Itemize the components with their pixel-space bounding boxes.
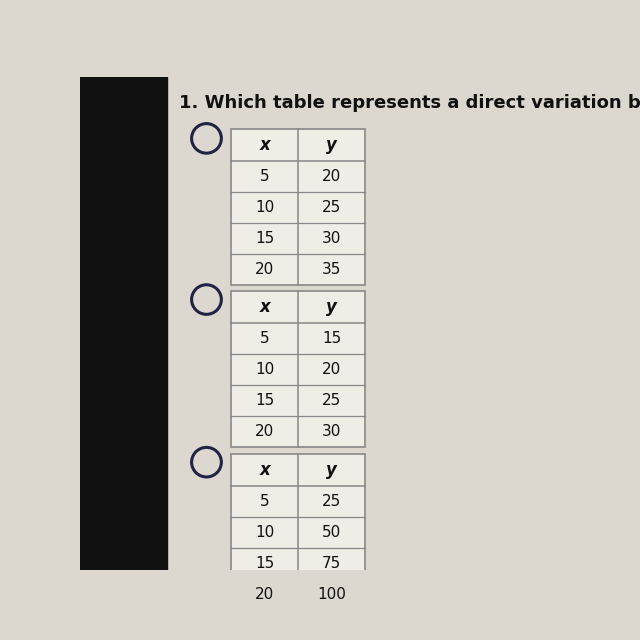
Text: x: x (259, 136, 270, 154)
Text: 1. Which table represents a direct variation b: 1. Which table represents a direct varia… (179, 94, 640, 112)
Text: 20: 20 (255, 587, 275, 602)
Text: 25: 25 (322, 200, 341, 214)
Bar (80, 77, 167, 570)
Bar (231, 454, 365, 610)
Text: y: y (326, 461, 337, 479)
Text: y: y (326, 136, 337, 154)
Text: 10: 10 (255, 200, 275, 214)
Text: 35: 35 (322, 262, 341, 276)
Text: 100: 100 (317, 587, 346, 602)
Text: 20: 20 (322, 362, 341, 377)
Text: 10: 10 (255, 362, 275, 377)
Bar (231, 291, 365, 447)
Text: y: y (326, 298, 337, 316)
Text: 50: 50 (322, 525, 341, 540)
Text: 15: 15 (322, 332, 341, 346)
Text: 15: 15 (255, 230, 275, 246)
Text: 30: 30 (322, 230, 341, 246)
Text: 15: 15 (255, 556, 275, 571)
Ellipse shape (191, 124, 221, 153)
Text: 30: 30 (322, 424, 341, 440)
Text: 10: 10 (255, 525, 275, 540)
Text: 20: 20 (322, 168, 341, 184)
Bar (231, 129, 365, 285)
Text: x: x (259, 298, 270, 316)
Text: 25: 25 (322, 394, 341, 408)
Text: 5: 5 (260, 332, 269, 346)
Text: 75: 75 (322, 556, 341, 571)
Ellipse shape (191, 447, 221, 477)
Text: 15: 15 (255, 394, 275, 408)
Ellipse shape (191, 285, 221, 314)
Text: 20: 20 (255, 424, 275, 440)
Text: 5: 5 (260, 494, 269, 509)
Text: 20: 20 (255, 262, 275, 276)
Text: x: x (259, 461, 270, 479)
Text: 5: 5 (260, 168, 269, 184)
Text: 25: 25 (322, 494, 341, 509)
